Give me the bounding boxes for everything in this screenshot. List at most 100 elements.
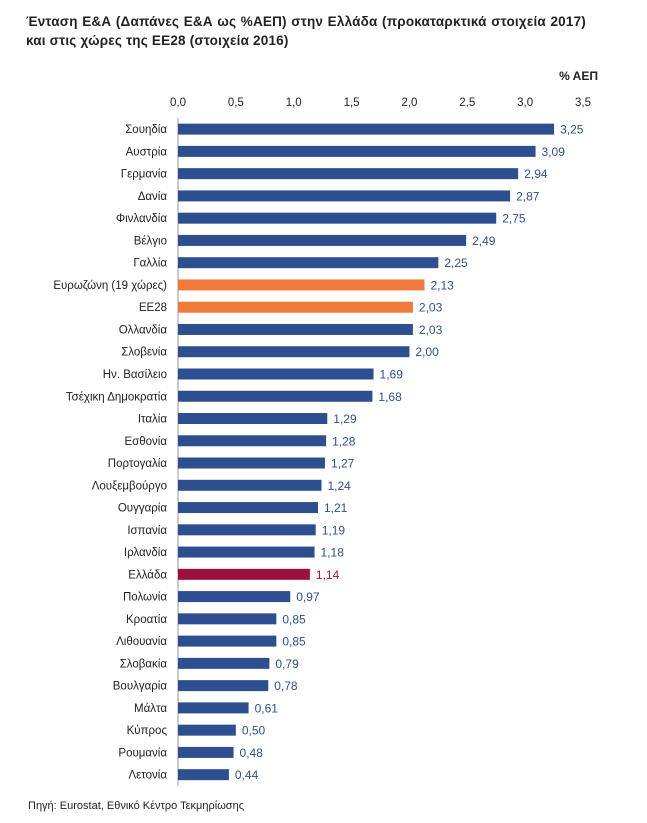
category-label: Ιταλία — [138, 414, 168, 426]
value-label: 1,14 — [316, 568, 340, 582]
x-tick-label: 1,5 — [344, 97, 360, 109]
bar — [178, 346, 410, 358]
value-label: 2,25 — [444, 256, 468, 270]
bar — [178, 368, 374, 380]
bar — [178, 657, 270, 669]
x-tick-label: 3,5 — [575, 97, 591, 109]
bar — [178, 435, 327, 447]
bars-group: Σουηδία 3,25 Αυστρία 3,09 Γερμανία 2,94 Δανία 2… — [53, 123, 583, 783]
category-label: Γαλλία — [133, 258, 167, 270]
x-tick-label: 2,0 — [401, 97, 417, 109]
source-note: Πηγή: Eurostat, Εθνικό Κέντρο Τεκμηρίωση… — [28, 800, 244, 812]
value-label: 0,61 — [255, 701, 279, 715]
value-label: 2,03 — [419, 323, 443, 337]
category-label: Σουηδία — [125, 124, 167, 136]
bar — [178, 502, 319, 514]
bar — [178, 680, 269, 692]
category-label: ΕΕ28 — [139, 302, 167, 314]
bar — [178, 457, 325, 469]
bar — [178, 524, 316, 536]
category-label: Ευρωζώνη (19 χώρες) — [53, 280, 167, 292]
category-label: Τσέχικη Δημοκρατία — [66, 391, 167, 403]
category-label: Ουγγαρία — [118, 503, 167, 515]
bar — [178, 546, 315, 558]
value-label: 0,85 — [282, 612, 306, 626]
chart-title: Ένταση Ε&Α (Δαπάνες Ε&Α ως %ΑΕΠ) στην Ελ… — [26, 14, 586, 48]
bar — [178, 591, 291, 603]
bar — [178, 145, 536, 157]
value-label: 1,24 — [327, 479, 351, 493]
x-tick-label: 1,0 — [286, 97, 302, 109]
value-label: 1,27 — [331, 457, 355, 471]
unit-label: % ΑΕΠ — [559, 69, 598, 83]
value-label: 1,28 — [332, 434, 356, 448]
x-tick-label: 3,0 — [517, 97, 533, 109]
bar — [178, 702, 249, 714]
bar — [178, 234, 467, 246]
category-label: Γερμανία — [121, 169, 168, 181]
value-label: 2,94 — [524, 167, 548, 181]
category-label: Σλοβακία — [120, 658, 168, 670]
value-label: 1,68 — [378, 390, 402, 404]
bar — [178, 123, 555, 135]
value-label: 0,97 — [296, 590, 320, 604]
x-tick-label: 2,5 — [459, 97, 475, 109]
value-label: 0,44 — [235, 768, 259, 782]
category-label: Ελλάδα — [128, 569, 167, 581]
bar — [178, 212, 497, 224]
category-label: Αυστρία — [126, 146, 168, 158]
value-label: 0,50 — [242, 724, 266, 738]
x-axis-ticks: 0,0 0,5 1,0 1,5 2,0 2,5 3,0 3,5 — [170, 97, 591, 109]
category-label: Δανία — [138, 191, 168, 203]
category-label: Λετονία — [128, 770, 167, 782]
category-label: Μάλτα — [134, 703, 167, 715]
bar — [178, 257, 439, 269]
category-label: Κροατία — [126, 614, 167, 626]
category-label: Λουξεμβούργο — [92, 480, 167, 492]
category-label: Φινλανδία — [116, 213, 167, 225]
bar — [178, 390, 373, 402]
value-label: 0,79 — [275, 657, 299, 671]
bar — [178, 724, 236, 736]
category-label: Ολλανδία — [119, 324, 168, 336]
value-label: 0,48 — [240, 746, 264, 760]
value-label: 0,78 — [274, 679, 298, 693]
category-label: Ην. Βασίλειο — [103, 369, 167, 381]
bar — [178, 323, 413, 335]
bar — [178, 635, 277, 647]
x-tick-label: 0,0 — [170, 97, 186, 109]
bar — [178, 769, 229, 781]
category-label: Ισπανία — [127, 525, 167, 537]
value-label: 2,13 — [430, 278, 454, 292]
category-label: Ιρλανδία — [124, 547, 167, 559]
value-label: 3,25 — [560, 123, 584, 137]
value-label: 1,19 — [322, 523, 346, 537]
value-label: 3,09 — [542, 145, 566, 159]
value-label: 2,00 — [415, 345, 439, 359]
category-label: Πορτογαλία — [108, 458, 168, 470]
bar — [178, 613, 277, 625]
bar — [178, 301, 413, 313]
bar — [178, 568, 310, 580]
bar — [178, 746, 234, 758]
x-tick-label: 0,5 — [228, 97, 244, 109]
value-label: 1,69 — [380, 367, 404, 381]
value-label: 2,03 — [419, 301, 443, 315]
bar — [178, 190, 511, 202]
value-label: 2,49 — [472, 234, 496, 248]
value-label: 0,85 — [282, 635, 306, 649]
category-label: Βουλγαρία — [113, 681, 168, 693]
bar — [178, 479, 322, 491]
category-label: Σλοβενία — [121, 347, 167, 359]
value-label: 1,18 — [321, 546, 345, 560]
category-label: Ρουμανία — [118, 747, 167, 759]
category-label: Κύπρος — [127, 725, 168, 737]
category-label: Εσθονία — [124, 436, 167, 448]
value-label: 2,75 — [502, 212, 526, 226]
category-label: Πολωνία — [123, 592, 167, 604]
bar — [178, 413, 328, 425]
category-label: Βέλγιο — [134, 235, 167, 247]
value-label: 1,21 — [324, 501, 348, 515]
bar — [178, 168, 519, 180]
